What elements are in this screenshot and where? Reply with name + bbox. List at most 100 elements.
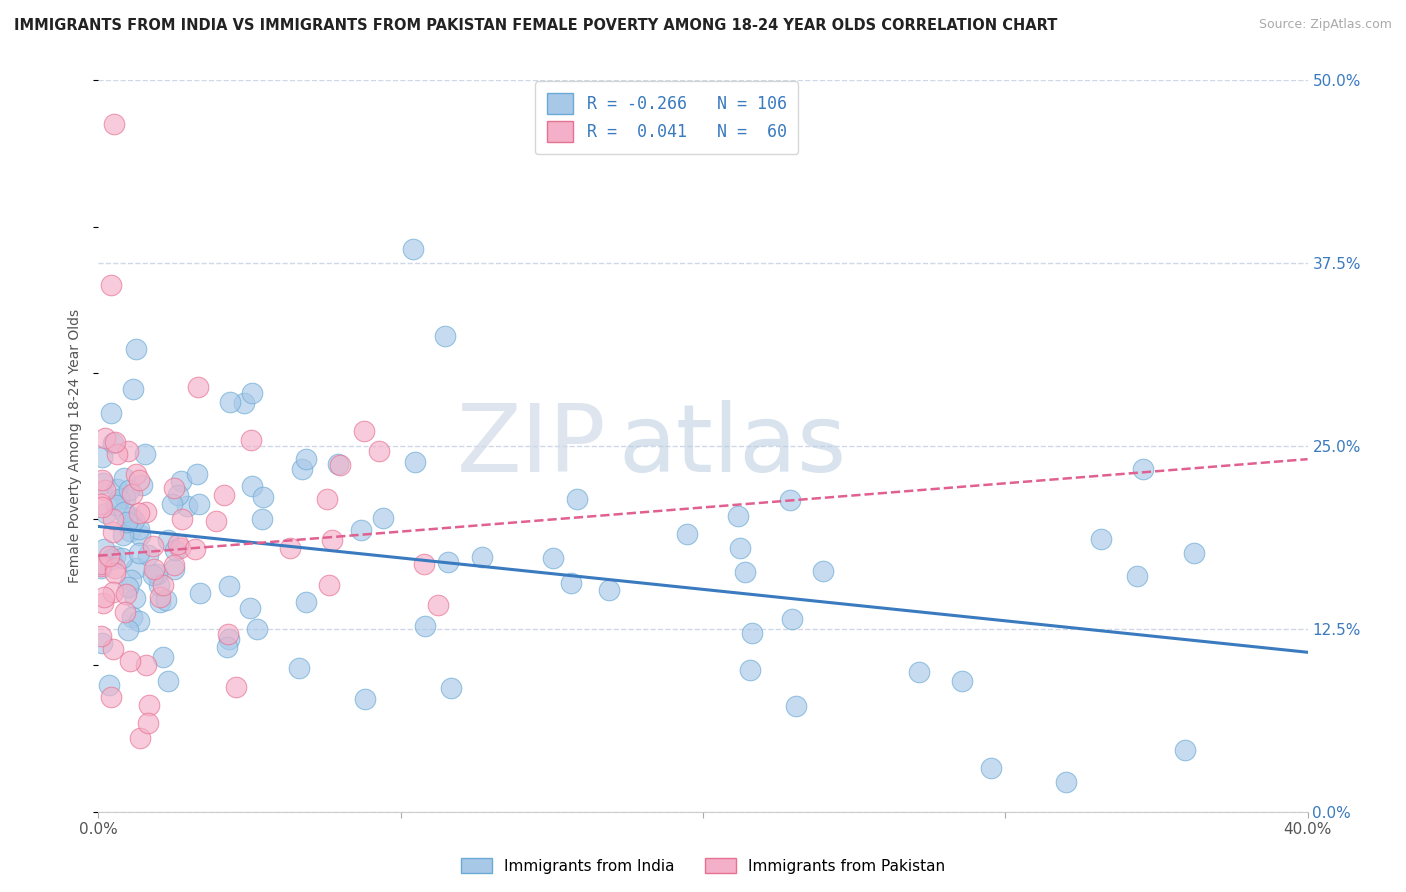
- Point: [167, 537, 190, 551]
- Point: [111, 551, 134, 566]
- Point: [543, 551, 565, 566]
- Point: [1132, 462, 1154, 476]
- Point: [233, 396, 256, 410]
- Point: [128, 614, 150, 628]
- Point: [433, 329, 456, 343]
- Point: [170, 512, 193, 526]
- Point: [103, 641, 125, 656]
- Point: [100, 278, 122, 293]
- Point: [240, 433, 263, 447]
- Point: [439, 681, 461, 696]
- Point: [167, 488, 190, 502]
- Point: [329, 458, 352, 472]
- Point: [252, 490, 274, 504]
- Point: [908, 665, 931, 679]
- Point: [291, 461, 314, 475]
- Point: [121, 487, 143, 501]
- Point: [371, 510, 394, 524]
- Point: [295, 595, 318, 609]
- Point: [135, 505, 157, 519]
- Point: [413, 619, 436, 633]
- Point: [118, 654, 141, 668]
- Point: [93, 541, 115, 556]
- Point: [145, 567, 167, 582]
- Point: [353, 425, 375, 439]
- Point: [278, 541, 301, 555]
- Point: [129, 528, 152, 542]
- Point: [811, 564, 834, 578]
- Point: [90, 629, 112, 643]
- Point: [138, 698, 160, 712]
- Point: [152, 578, 174, 592]
- Point: [187, 380, 209, 394]
- Point: [250, 512, 273, 526]
- Point: [354, 691, 377, 706]
- Point: [170, 474, 193, 488]
- Point: [148, 578, 170, 592]
- Point: [118, 524, 141, 538]
- Point: [142, 567, 165, 582]
- Point: [121, 609, 143, 624]
- Point: [219, 395, 242, 409]
- Point: [186, 467, 208, 481]
- Point: [96, 506, 118, 520]
- Point: [471, 549, 494, 564]
- Point: [108, 492, 131, 507]
- Point: [188, 586, 211, 600]
- Point: [104, 561, 127, 575]
- Point: [131, 478, 153, 492]
- Point: [225, 680, 247, 694]
- Point: [117, 580, 139, 594]
- Point: [350, 523, 373, 537]
- Point: [218, 632, 240, 647]
- Point: [120, 573, 142, 587]
- Point: [91, 450, 114, 464]
- Point: [91, 475, 114, 490]
- Point: [125, 561, 148, 575]
- Point: [125, 467, 148, 482]
- Point: [112, 505, 135, 519]
- Point: [142, 562, 165, 576]
- Point: [90, 497, 112, 511]
- Point: [91, 473, 114, 487]
- Point: [149, 590, 172, 604]
- Point: [118, 483, 141, 497]
- Point: [160, 497, 183, 511]
- Point: [980, 761, 1002, 775]
- Point: [101, 524, 124, 539]
- Point: [163, 543, 186, 558]
- Point: [90, 557, 112, 571]
- Point: [1125, 568, 1147, 582]
- Point: [780, 612, 803, 626]
- Point: [402, 242, 425, 256]
- Legend: R = -0.266   N = 106, R =  0.041   N =  60: R = -0.266 N = 106, R = 0.041 N = 60: [536, 81, 799, 154]
- Text: Source: ZipAtlas.com: Source: ZipAtlas.com: [1258, 18, 1392, 31]
- Point: [105, 447, 128, 461]
- Point: [217, 640, 239, 655]
- Point: [134, 447, 156, 461]
- Point: [734, 565, 756, 579]
- Point: [90, 559, 112, 574]
- Point: [727, 509, 749, 524]
- Text: ZIP: ZIP: [457, 400, 606, 492]
- Point: [91, 596, 114, 610]
- Point: [101, 436, 124, 450]
- Point: [741, 626, 763, 640]
- Point: [155, 592, 177, 607]
- Point: [217, 627, 239, 641]
- Point: [104, 566, 127, 580]
- Point: [187, 497, 209, 511]
- Point: [1174, 742, 1197, 756]
- Point: [114, 491, 136, 505]
- Point: [318, 577, 340, 591]
- Point: [1090, 533, 1112, 547]
- Point: [128, 546, 150, 560]
- Point: [97, 549, 120, 564]
- Point: [676, 527, 699, 541]
- Point: [326, 457, 349, 471]
- Point: [163, 482, 186, 496]
- Point: [112, 471, 135, 485]
- Point: [436, 555, 458, 569]
- Point: [124, 591, 146, 606]
- Point: [156, 674, 179, 689]
